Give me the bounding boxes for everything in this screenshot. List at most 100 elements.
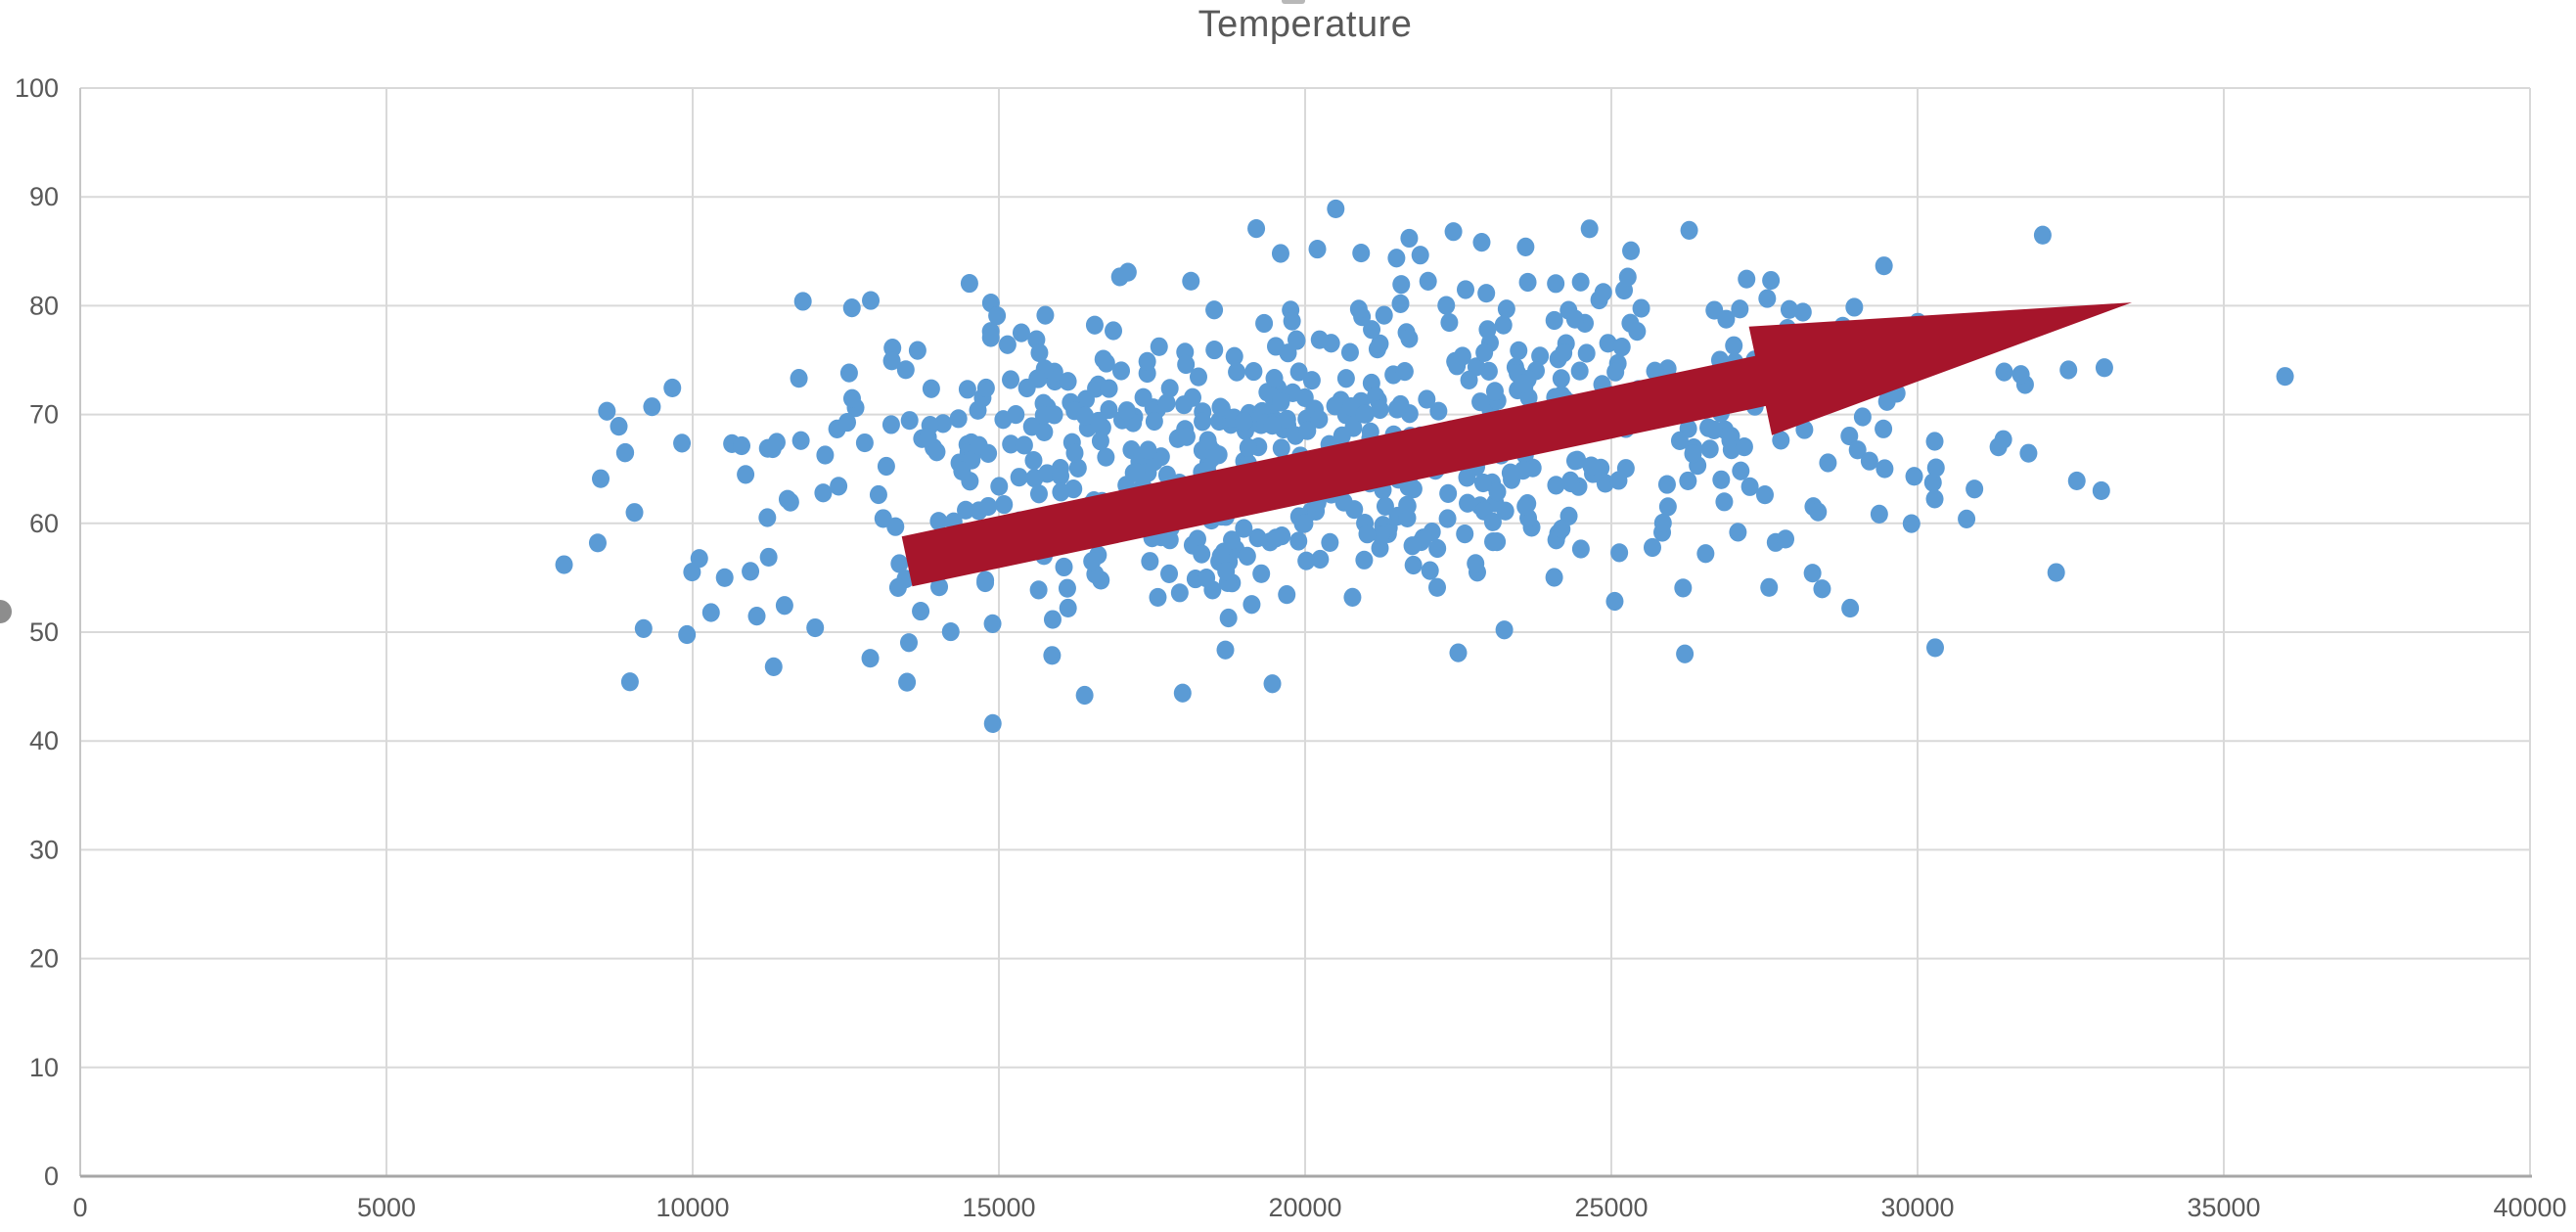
data-point: [790, 369, 808, 388]
data-point: [1157, 393, 1176, 413]
data-point: [1395, 362, 1414, 382]
data-point: [1923, 473, 1942, 492]
data-point: [764, 657, 783, 676]
data-point: [1905, 467, 1923, 486]
data-point: [673, 433, 692, 453]
data-point: [1321, 532, 1339, 553]
data-point: [842, 298, 861, 318]
data-point: [1966, 479, 1984, 499]
data-point: [1302, 371, 1321, 390]
data-point: [1243, 595, 1261, 615]
data-point: [929, 512, 948, 531]
data-point: [1840, 426, 1859, 446]
y-tick-labels: 0 10 20 30 40 50 60 70 80 90 100: [15, 73, 59, 1191]
data-point: [1255, 313, 1274, 334]
cropped-text-fragment: [1282, 0, 1305, 4]
data-point: [1371, 399, 1389, 420]
data-point: [1272, 392, 1290, 412]
data-point: [1582, 456, 1601, 476]
data-point: [1238, 546, 1256, 566]
data-point: [881, 415, 900, 434]
data-point: [1902, 514, 1921, 533]
data-point: [882, 351, 901, 371]
data-point: [1068, 458, 1087, 478]
data-point: [1205, 340, 1224, 360]
y-tick-label: 80: [29, 291, 59, 320]
data-point: [949, 409, 968, 429]
data-point: [1387, 399, 1406, 419]
data-point: [1327, 199, 1345, 219]
data-point: [1198, 431, 1217, 450]
data-point: [1177, 427, 1196, 446]
data-point: [1118, 262, 1137, 282]
data-point: [663, 378, 682, 398]
data-point: [1552, 369, 1570, 388]
data-point: [1740, 477, 1759, 496]
data-point: [1403, 536, 1422, 556]
data-point: [1428, 577, 1447, 597]
x-tick-labels: 0 5000 10000 15000 20000 25000 30000 35000 40000: [72, 1193, 2566, 1222]
data-point: [1516, 237, 1535, 256]
data-point: [1518, 272, 1537, 293]
data-point: [941, 621, 960, 642]
data-point: [1400, 228, 1419, 249]
data-point: [1803, 564, 1822, 583]
data-point: [1263, 674, 1282, 694]
data-point: [2067, 471, 2086, 491]
data-point: [1075, 685, 1094, 706]
data-point: [957, 500, 975, 520]
data-point: [1467, 554, 1485, 573]
data-point: [1732, 461, 1750, 480]
data-point: [1471, 392, 1490, 412]
data-point: [1460, 370, 1478, 389]
data-point: [1653, 513, 1672, 533]
data-point: [990, 477, 1009, 496]
data-point: [1002, 370, 1020, 389]
data-point: [1012, 323, 1030, 342]
data-point: [592, 469, 610, 488]
data-point: [634, 618, 653, 638]
y-tick-label: 20: [29, 944, 59, 974]
x-tick-label: 40000: [2493, 1193, 2566, 1222]
data-point: [960, 273, 978, 294]
data-point: [616, 442, 635, 463]
data-point: [1670, 431, 1689, 450]
data-point: [1646, 361, 1664, 381]
data-point: [1795, 420, 1814, 439]
data-point: [1194, 412, 1212, 432]
data-point: [555, 555, 573, 574]
data-point: [1217, 562, 1236, 581]
data-point: [830, 477, 848, 496]
data-point: [1247, 218, 1266, 239]
data-point: [1278, 409, 1296, 430]
data-point: [1876, 459, 1894, 479]
data-point: [678, 624, 697, 645]
data-point: [1029, 484, 1048, 504]
data-point: [1437, 296, 1456, 315]
data-point: [1926, 638, 1945, 658]
data-point: [2047, 563, 2065, 582]
data-point: [1244, 361, 1263, 382]
data-point: [1371, 334, 1389, 353]
data-point: [1085, 315, 1104, 335]
data-point: [970, 435, 988, 455]
data-point: [837, 412, 856, 433]
data-point: [1674, 578, 1693, 598]
data-point: [1045, 405, 1063, 425]
data-point: [1400, 329, 1419, 348]
data-point: [1265, 369, 1284, 388]
data-point: [1283, 311, 1301, 331]
data-point: [1326, 396, 1344, 416]
data-point: [1182, 271, 1200, 291]
data-point: [1278, 585, 1296, 605]
data-point: [1438, 509, 1457, 528]
data-point: [1472, 233, 1491, 252]
data-point: [620, 672, 639, 692]
data-point: [983, 614, 1002, 633]
data-point: [1336, 369, 1355, 388]
data-point: [1877, 391, 1896, 411]
data-point: [1235, 519, 1253, 538]
data-point: [1853, 407, 1872, 427]
